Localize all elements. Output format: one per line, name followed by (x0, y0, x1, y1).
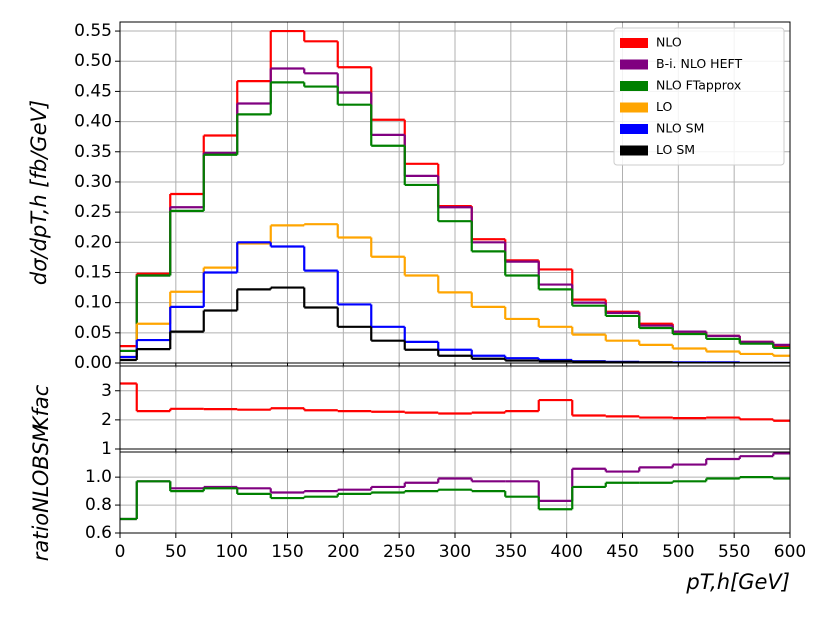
y-tick-label: 0.15 (74, 262, 112, 282)
legend-label: LO SM (656, 142, 695, 157)
legend-swatch (620, 59, 648, 70)
series (120, 286, 790, 363)
y-tick-label: 1 (101, 439, 112, 459)
x-tick-label: 0 (115, 542, 126, 562)
frame (119, 451, 791, 534)
y-tick-label: 0.55 (74, 21, 112, 41)
y-tick-label: 0.25 (74, 202, 112, 222)
y-tick-label: 0.8 (85, 495, 112, 515)
y-tick-label: 0.40 (74, 112, 112, 132)
x-tick-label: 250 (383, 542, 415, 562)
legend-swatch (620, 102, 648, 113)
x-tick-label: 300 (439, 542, 471, 562)
legend-swatch (620, 81, 648, 91)
y-tick-label: 2 (101, 410, 112, 430)
x-tick-label: 400 (550, 542, 582, 562)
legend-box (613, 27, 785, 166)
frame (119, 365, 791, 450)
y-tick-label: 0.20 (74, 232, 112, 252)
y-tick-label: 0.35 (74, 142, 112, 162)
y-tick-label: 0.05 (74, 323, 112, 343)
x-tick-label: 550 (718, 542, 750, 562)
y-tick-label: 0.10 (74, 293, 112, 313)
x-axis-label: pT,h[GeV] (685, 570, 790, 594)
legend-label: NLO FTapprox (656, 78, 741, 93)
x-tick-label: 350 (495, 542, 527, 562)
series (120, 476, 790, 521)
frame (119, 21, 791, 364)
y-tick-label: 0.50 (74, 51, 112, 71)
y-tick-label: 0.30 (74, 172, 112, 192)
legend-label: B-i. NLO HEFT (656, 56, 742, 71)
y-axis-label: ratioNLOBSM (29, 424, 53, 562)
y-axis-label: dσ/dpT,h [fb/GeV] (27, 100, 51, 285)
x-tick-label: 100 (215, 542, 247, 562)
legend-swatch (620, 124, 648, 134)
legend-label: NLO (656, 35, 682, 50)
series (120, 382, 790, 422)
x-tick-label: 450 (606, 542, 638, 562)
y-tick-label: 3 (101, 381, 112, 401)
y-tick-label: 0.00 (74, 353, 112, 373)
y-tick-label: 0.45 (74, 81, 112, 101)
x-tick-label: 500 (662, 542, 694, 562)
x-tick-label: 200 (327, 542, 359, 562)
series (120, 81, 790, 353)
legend-swatch (620, 38, 648, 48)
y-tick-label: 1.0 (85, 467, 112, 487)
x-tick-label: 600 (774, 542, 806, 562)
y-tick-label: 0.6 (85, 523, 112, 543)
x-tick-label: 150 (271, 542, 303, 562)
x-tick-label: 50 (165, 542, 187, 562)
legend-label: LO (656, 99, 673, 114)
legend-label: NLO SM (656, 121, 704, 136)
legend-swatch (620, 145, 648, 156)
y-axis-label: Kfac (29, 384, 53, 430)
